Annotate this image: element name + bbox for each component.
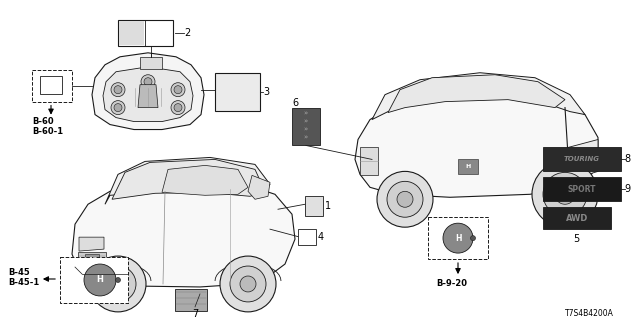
Polygon shape <box>103 67 193 122</box>
Bar <box>32 70 72 102</box>
Polygon shape <box>355 92 598 197</box>
Polygon shape <box>248 175 270 199</box>
Bar <box>175 289 207 311</box>
Bar <box>40 76 62 94</box>
Text: »: » <box>304 126 308 132</box>
Text: B-60-1: B-60-1 <box>32 127 63 136</box>
Circle shape <box>443 223 473 253</box>
Polygon shape <box>72 181 295 287</box>
Bar <box>458 159 478 174</box>
Text: 2: 2 <box>184 28 190 38</box>
Circle shape <box>171 83 185 97</box>
Text: 7: 7 <box>192 309 198 319</box>
Text: H: H <box>465 164 470 169</box>
Circle shape <box>114 104 122 112</box>
Circle shape <box>174 104 182 112</box>
Text: AWD: AWD <box>566 214 588 223</box>
Text: H: H <box>97 276 104 284</box>
Circle shape <box>171 100 185 115</box>
Text: 9: 9 <box>624 184 630 194</box>
Text: SPORT: SPORT <box>568 185 596 194</box>
Circle shape <box>397 191 413 207</box>
Polygon shape <box>92 53 204 130</box>
Circle shape <box>377 172 433 227</box>
Text: H: H <box>455 234 461 243</box>
Text: 6: 6 <box>292 98 298 108</box>
Text: »: » <box>304 119 308 124</box>
Text: B-9-20: B-9-20 <box>436 279 467 288</box>
Text: TOURING: TOURING <box>564 156 600 163</box>
Circle shape <box>220 256 276 312</box>
Text: H: H <box>90 257 95 261</box>
Text: 5: 5 <box>573 234 579 244</box>
Bar <box>118 20 173 46</box>
Polygon shape <box>372 73 585 120</box>
Bar <box>360 148 378 175</box>
Circle shape <box>115 277 120 283</box>
Bar <box>215 73 260 111</box>
Bar <box>543 177 621 201</box>
Polygon shape <box>162 165 248 195</box>
Circle shape <box>543 172 587 216</box>
Circle shape <box>230 266 266 302</box>
Bar <box>78 252 106 270</box>
Text: 8: 8 <box>624 155 630 164</box>
Circle shape <box>110 276 126 292</box>
Text: 4: 4 <box>318 232 324 242</box>
Circle shape <box>111 100 125 115</box>
Circle shape <box>114 86 122 94</box>
Polygon shape <box>105 157 270 204</box>
Circle shape <box>100 266 136 302</box>
Text: B-45-1: B-45-1 <box>8 278 39 287</box>
Circle shape <box>90 256 146 312</box>
Text: B-60: B-60 <box>32 117 54 126</box>
Circle shape <box>240 276 256 292</box>
Text: »: » <box>304 111 308 116</box>
Circle shape <box>111 83 125 97</box>
Bar <box>543 207 611 229</box>
Circle shape <box>174 86 182 94</box>
Text: 1: 1 <box>325 201 331 211</box>
Polygon shape <box>388 75 565 113</box>
Polygon shape <box>112 159 265 199</box>
Polygon shape <box>138 85 158 108</box>
Circle shape <box>141 75 155 89</box>
Bar <box>119 21 144 45</box>
Bar <box>298 229 316 245</box>
Text: »: » <box>304 134 308 140</box>
Bar <box>428 217 488 259</box>
Bar <box>305 196 323 216</box>
Circle shape <box>387 181 423 217</box>
Bar <box>543 148 621 172</box>
Circle shape <box>555 184 575 204</box>
Bar <box>60 257 128 303</box>
Circle shape <box>532 161 598 227</box>
Polygon shape <box>79 237 104 251</box>
Bar <box>292 108 320 146</box>
Bar <box>140 57 162 69</box>
Text: T7S4B4200A: T7S4B4200A <box>565 309 614 318</box>
Text: 3: 3 <box>263 87 269 97</box>
Polygon shape <box>568 140 598 179</box>
Circle shape <box>470 236 476 241</box>
Text: B-45: B-45 <box>8 268 29 276</box>
Circle shape <box>144 78 152 86</box>
Circle shape <box>84 264 116 296</box>
Bar <box>85 254 99 264</box>
